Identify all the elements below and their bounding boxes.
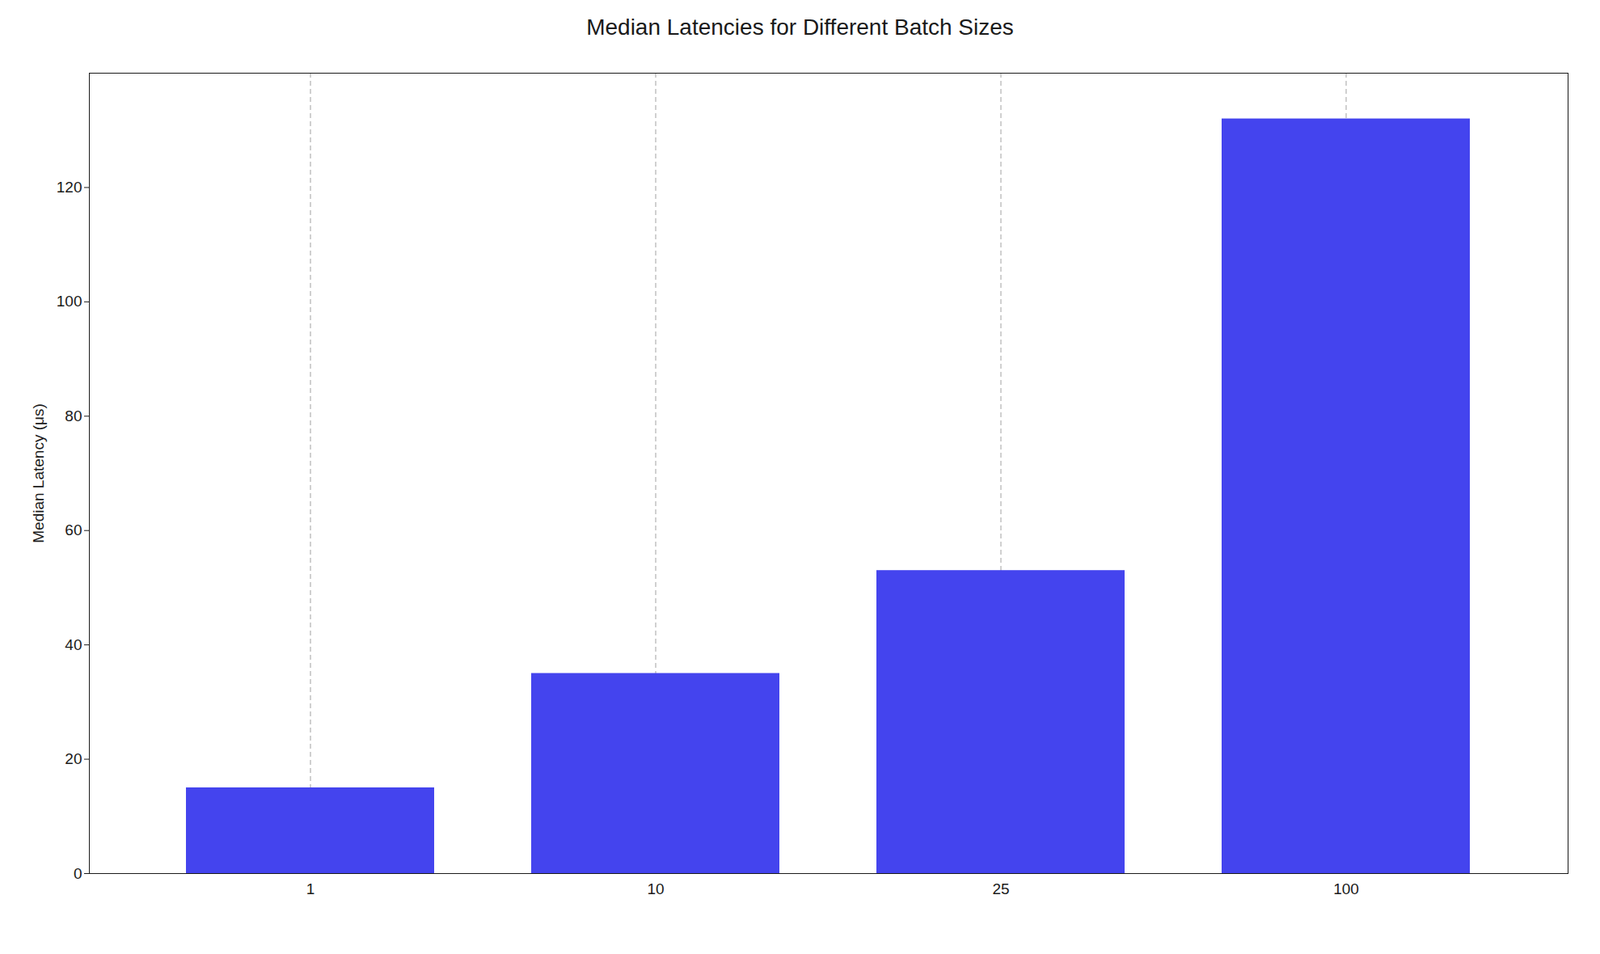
svg-text:20: 20 <box>64 750 82 768</box>
svg-text:25: 25 <box>992 880 1009 898</box>
svg-text:1: 1 <box>306 880 316 898</box>
svg-text:40: 40 <box>64 636 82 654</box>
svg-text:Median Latency (μs): Median Latency (μs) <box>29 403 47 544</box>
svg-text:0: 0 <box>73 865 83 883</box>
svg-text:10: 10 <box>646 880 664 898</box>
svg-text:100: 100 <box>1333 880 1360 898</box>
svg-text:80: 80 <box>64 407 82 425</box>
svg-text:120: 120 <box>56 178 83 196</box>
html-text:Median Latencies for Different: Median Latencies for Different Batch Siz… <box>586 14 1014 40</box>
svg-text:100: 100 <box>56 292 83 310</box>
svg-text:60: 60 <box>64 521 82 539</box>
